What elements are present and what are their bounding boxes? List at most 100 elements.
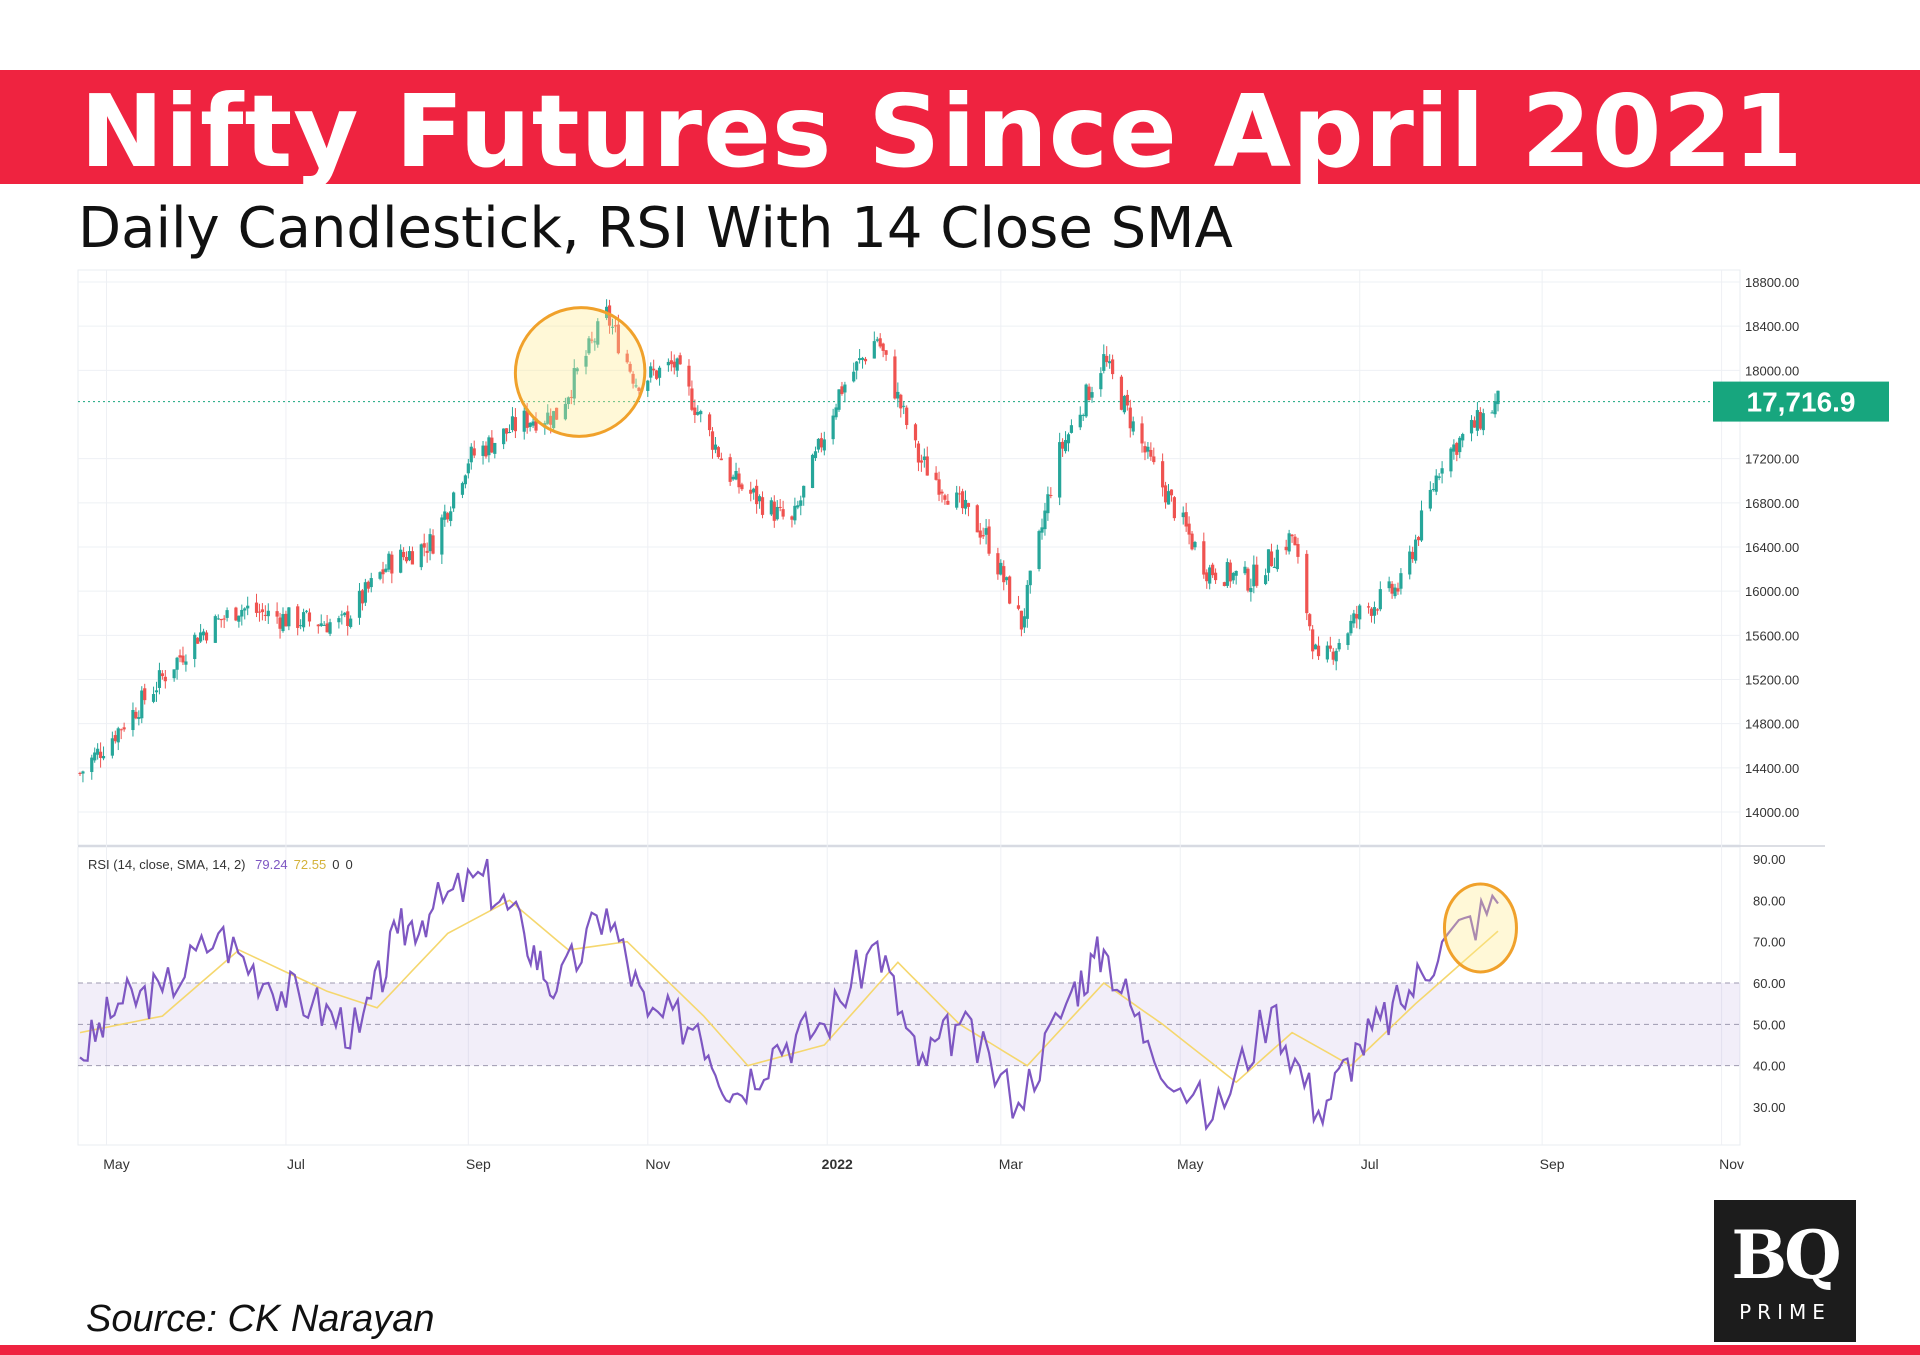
candle-body (110, 738, 114, 756)
candle-up (428, 528, 432, 561)
candle-body (546, 412, 550, 424)
candle-up (1434, 469, 1438, 496)
candle-body (1202, 541, 1206, 575)
candle-body (1378, 589, 1382, 610)
candle-up (831, 408, 835, 445)
candle-body (734, 470, 738, 480)
candle-body (955, 492, 959, 508)
candle-down (1128, 399, 1132, 438)
candle-up (1090, 386, 1094, 403)
candle-body (466, 463, 470, 474)
candle-body (1163, 485, 1168, 503)
candle-up (340, 610, 344, 625)
candle-body (572, 368, 576, 399)
candle-body (713, 444, 718, 450)
candle-body (672, 361, 676, 368)
price-tick-label: 16800.00 (1745, 496, 1799, 511)
candle-down (98, 742, 103, 768)
candle-body (575, 368, 579, 372)
candle-up (1146, 442, 1150, 459)
candle-up (1481, 408, 1485, 436)
candle-down (360, 588, 365, 611)
price-tick-label: 16000.00 (1745, 584, 1799, 599)
candle-down (616, 314, 620, 355)
candle-up (963, 490, 968, 515)
candle-up (357, 582, 362, 625)
candle-up (955, 485, 959, 510)
rsi-legend-value: 72.55 (294, 857, 327, 872)
candle-body (837, 389, 841, 410)
candle-down (222, 615, 226, 629)
candle-up (852, 362, 856, 383)
candle-down (381, 561, 385, 584)
candle-up (552, 410, 556, 430)
candle-body (902, 405, 906, 407)
candle-down (1472, 416, 1477, 428)
candle-up (184, 654, 188, 672)
candle-up (363, 578, 367, 607)
candle-body (693, 407, 697, 416)
candle-body (257, 611, 262, 613)
candle-down (234, 606, 238, 622)
candle-body (810, 454, 815, 488)
candle-up (481, 440, 485, 465)
candle-body (513, 417, 518, 432)
candle-body (275, 611, 279, 617)
candle-down (1190, 531, 1194, 551)
candle-body (584, 355, 588, 367)
candle-up (1166, 484, 1171, 505)
candle-body (1169, 489, 1174, 496)
candle-up (1069, 419, 1074, 434)
candle-body (772, 501, 776, 521)
candle-body (1246, 568, 1250, 591)
candle-body (1387, 581, 1391, 589)
candle-down (905, 405, 909, 430)
rsi-tick-label: 50.00 (1753, 1017, 1786, 1032)
candle-body (1481, 413, 1485, 431)
candle-up (810, 453, 815, 489)
rsi-legend-value: 79.24 (255, 857, 288, 872)
candle-up (872, 331, 876, 359)
candle-down (325, 614, 329, 633)
candle-up (299, 619, 303, 630)
candle-body (816, 438, 821, 450)
candle-up (649, 362, 653, 383)
candle-up (1037, 529, 1041, 572)
price-tick-label: 17200.00 (1745, 452, 1799, 467)
candle-up (466, 458, 470, 479)
candle-down (1328, 636, 1332, 652)
candle-body (978, 530, 982, 538)
candle-down (1411, 546, 1415, 563)
candle-body (1496, 390, 1500, 405)
candle-down (1311, 625, 1315, 660)
candle-down (160, 670, 164, 680)
candle-up (731, 474, 735, 481)
candle-down (625, 349, 629, 364)
x-tick-label: 2022 (822, 1156, 853, 1172)
price-tick-label: 14000.00 (1745, 805, 1799, 820)
candle-body (278, 617, 282, 629)
candle-body (781, 509, 785, 517)
candle-body (793, 505, 797, 521)
candle-down (755, 479, 759, 514)
candle-up (546, 404, 550, 425)
candle-body (1352, 613, 1356, 624)
candle-body (554, 407, 559, 420)
candle-down (934, 466, 938, 481)
candle-down (781, 500, 785, 520)
candle-up (855, 360, 859, 380)
rsi-legend: RSI (14, close, SMA, 14, 2) 79.24 72.55 0 0 (88, 857, 353, 872)
candle-down (402, 547, 406, 561)
candle-up (90, 754, 94, 780)
candle-up (193, 632, 197, 668)
candle-down (669, 351, 673, 372)
candle-down (1293, 534, 1297, 546)
candle-body (1372, 607, 1377, 616)
candle-down (1119, 374, 1124, 411)
candle-body (728, 457, 732, 482)
candle-up (1378, 581, 1382, 612)
candle-body (943, 495, 947, 500)
candle-body (1305, 553, 1309, 614)
candle-up (843, 381, 847, 403)
candle-body (1414, 539, 1418, 561)
